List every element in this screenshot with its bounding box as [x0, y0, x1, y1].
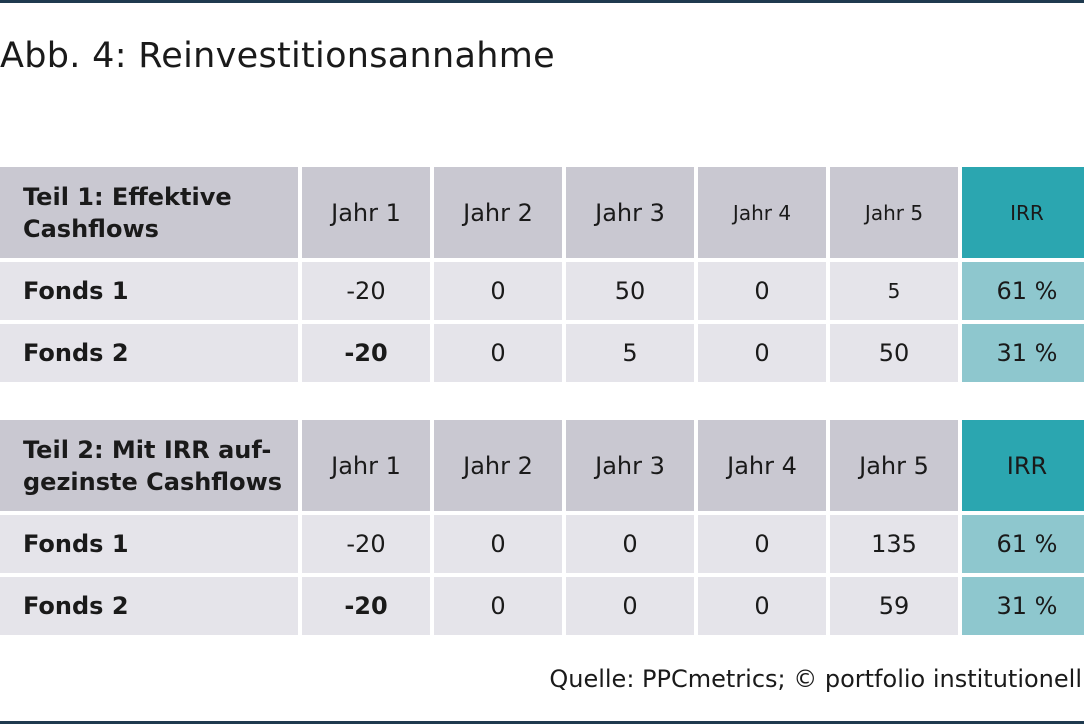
- cell-value: 0: [698, 262, 826, 320]
- row-label: Fonds 2: [0, 577, 298, 635]
- table-header-row: Teil 2: Mit IRR auf-gezinste Cashflows J…: [0, 420, 1084, 511]
- irr-value: 61 %: [962, 262, 1084, 320]
- table-row: Fonds 2 -20 0 5 0 50 31 %: [0, 324, 1084, 382]
- cell-value: -20: [302, 324, 430, 382]
- column-header: Jahr 4: [698, 420, 826, 511]
- cell-value: 5: [566, 324, 694, 382]
- cell-value: 0: [698, 324, 826, 382]
- table-header-row: Teil 1: Effektive Cashflows Jahr 1 Jahr 2…: [0, 167, 1084, 258]
- bottom-rule: [0, 721, 1084, 724]
- cell-value: -20: [302, 515, 430, 573]
- irr-value: 61 %: [962, 515, 1084, 573]
- irr-column-header: IRR: [962, 167, 1084, 258]
- row-label: Fonds 1: [0, 515, 298, 573]
- cashflow-table-1: Teil 1: Effektive Cashflows Jahr 1 Jahr 2…: [0, 163, 1084, 386]
- table-row: Fonds 1 -20 0 0 0 135 61 %: [0, 515, 1084, 573]
- cell-value: 5: [830, 262, 958, 320]
- top-rule: [0, 0, 1084, 3]
- row-label: Fonds 2: [0, 324, 298, 382]
- cell-value: 59: [830, 577, 958, 635]
- column-header: Jahr 3: [566, 167, 694, 258]
- cell-value: -20: [302, 577, 430, 635]
- table-row: Fonds 2 -20 0 0 0 59 31 %: [0, 577, 1084, 635]
- column-header: Jahr 1: [302, 420, 430, 511]
- cell-value: 0: [566, 577, 694, 635]
- cell-value: 0: [434, 515, 562, 573]
- figure-title: Abb. 4: Reinvestitionsannahme: [0, 36, 555, 76]
- irr-value: 31 %: [962, 577, 1084, 635]
- irr-value: 31 %: [962, 324, 1084, 382]
- cell-value: -20: [302, 262, 430, 320]
- cell-value: 50: [566, 262, 694, 320]
- column-header: Jahr 3: [566, 420, 694, 511]
- cell-value: 0: [698, 577, 826, 635]
- cell-value: 0: [434, 577, 562, 635]
- cashflow-table-2: Teil 2: Mit IRR auf-gezinste Cashflows J…: [0, 416, 1084, 639]
- column-header: Jahr 5: [830, 420, 958, 511]
- column-header: Jahr 2: [434, 420, 562, 511]
- table-row: Fonds 1 -20 0 50 0 5 61 %: [0, 262, 1084, 320]
- column-header: Jahr 4: [698, 167, 826, 258]
- row-label: Fonds 1: [0, 262, 298, 320]
- cell-value: 50: [830, 324, 958, 382]
- column-header: Jahr 2: [434, 167, 562, 258]
- table-title: Teil 2: Mit IRR auf-gezinste Cashflows: [0, 420, 298, 511]
- source-note: Quelle: PPCmetrics; © portfolio institut…: [549, 665, 1082, 693]
- table-title: Teil 1: Effektive Cashflows: [0, 167, 298, 258]
- cell-value: 0: [434, 262, 562, 320]
- column-header: Jahr 1: [302, 167, 430, 258]
- column-header: Jahr 5: [830, 167, 958, 258]
- cell-value: 135: [830, 515, 958, 573]
- cell-value: 0: [434, 324, 562, 382]
- irr-column-header: IRR: [962, 420, 1084, 511]
- cell-value: 0: [698, 515, 826, 573]
- cell-value: 0: [566, 515, 694, 573]
